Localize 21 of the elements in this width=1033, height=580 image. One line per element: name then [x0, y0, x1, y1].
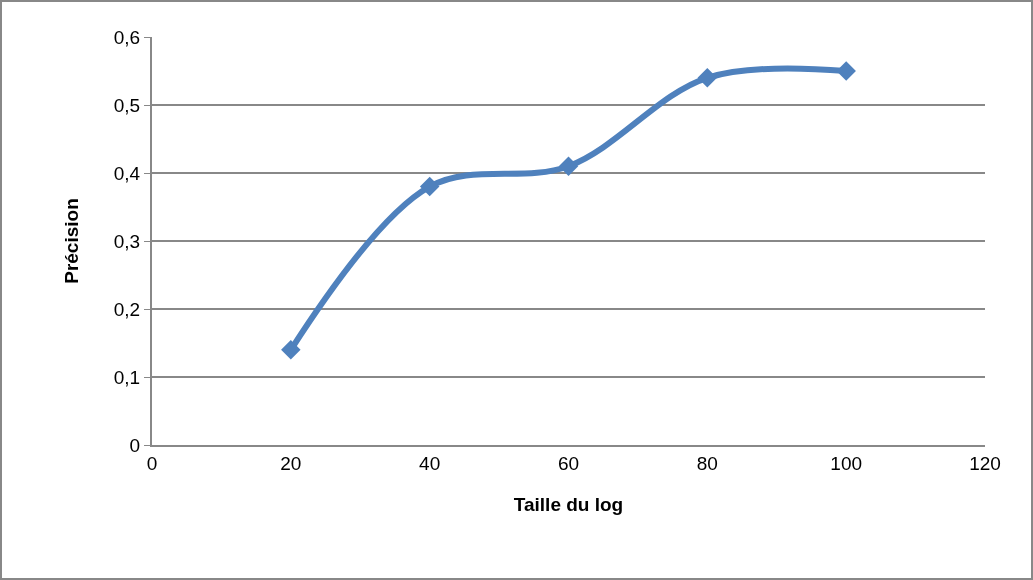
point	[419, 176, 440, 197]
x-tick-label: 120	[969, 452, 1001, 474]
x-tick-label: 20	[280, 452, 302, 474]
point	[558, 156, 579, 176]
x-axis-title: Taille du log	[513, 494, 624, 516]
x-tick-label: 40	[419, 452, 441, 474]
x-tick-label: 0	[146, 452, 158, 474]
y-tick-label: 0,1	[113, 366, 141, 388]
y-tick-label: 0,6	[113, 26, 141, 48]
y-tick-label: 0,2	[113, 298, 141, 320]
x-tick-label: 100	[830, 452, 863, 474]
y-tick-label: 0,3	[113, 230, 141, 252]
y-axis-title: Précision	[61, 198, 83, 284]
point	[281, 340, 301, 360]
x-tick-label: 60	[557, 452, 580, 474]
y-tick-label: 0,5	[113, 94, 141, 116]
y-tick-label: 0	[129, 434, 141, 456]
x-tick-label: 80	[696, 452, 718, 474]
point	[697, 68, 718, 88]
point	[836, 61, 856, 81]
y-tick-label: 0,4	[113, 162, 141, 184]
